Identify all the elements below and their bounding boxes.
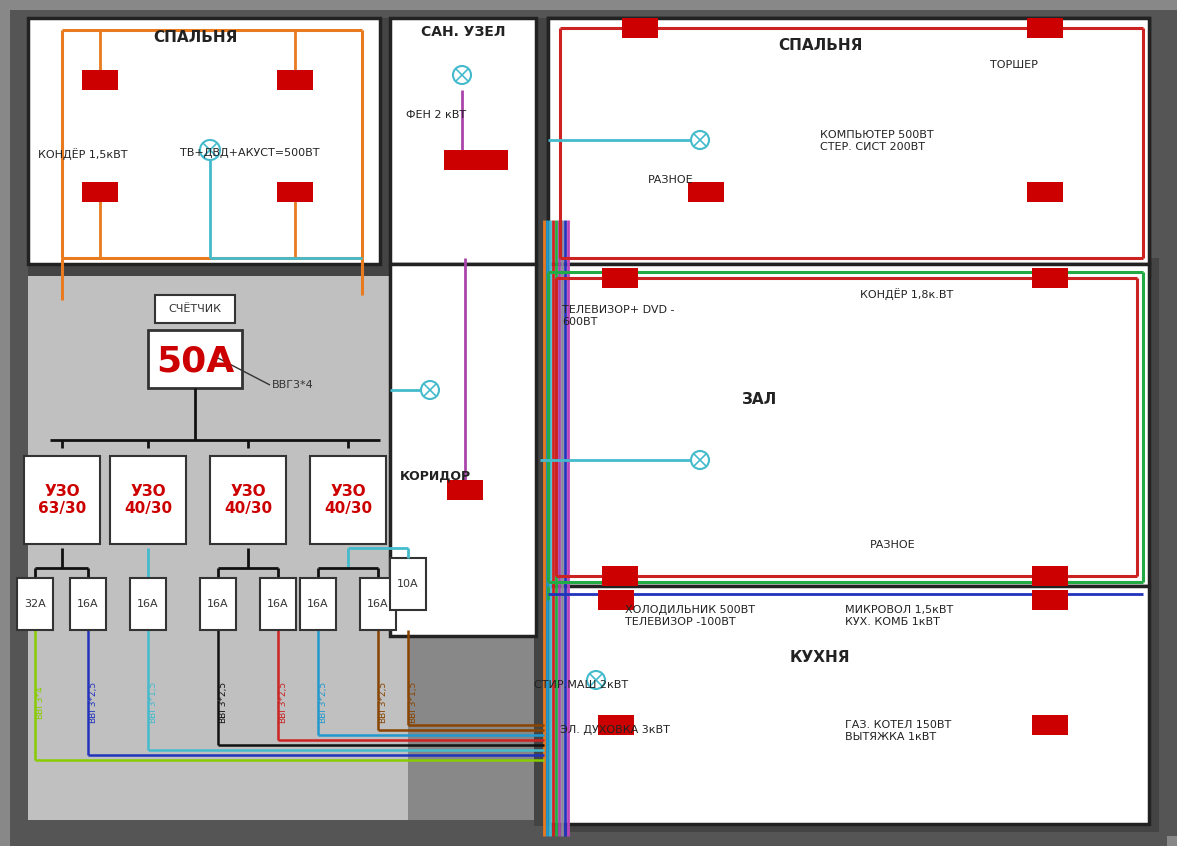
- Text: ХОЛОДИЛЬНИК 500ВТ
ТЕЛЕВИЗОР -100ВТ: ХОЛОДИЛЬНИК 500ВТ ТЕЛЕВИЗОР -100ВТ: [625, 605, 754, 627]
- Bar: [360, 578, 395, 630]
- Bar: [689, 182, 724, 202]
- Text: ГАЗ. КОТЕЛ 150ВТ
ВЫТЯЖКА 1кВТ: ГАЗ. КОТЕЛ 150ВТ ВЫТЯЖКА 1кВТ: [845, 720, 951, 742]
- Text: 16А: 16А: [307, 599, 328, 609]
- Bar: [9, 10, 1168, 18]
- Bar: [277, 70, 313, 90]
- Bar: [277, 182, 313, 202]
- Bar: [548, 18, 1149, 264]
- Text: ТОРШЕР: ТОРШЕР: [990, 60, 1038, 70]
- Text: УЗО
40/30: УЗО 40/30: [324, 484, 372, 516]
- Bar: [148, 330, 242, 388]
- Text: МИКРОВОЛ 1,5кВТ
КУХ. КОМБ 1кВТ: МИКРОВОЛ 1,5кВТ КУХ. КОМБ 1кВТ: [845, 605, 953, 627]
- Bar: [1149, 10, 1177, 836]
- Text: 16А: 16А: [78, 599, 99, 609]
- Text: КОНДЁР 1,8к.ВТ: КОНДЁР 1,8к.ВТ: [860, 288, 953, 300]
- Bar: [129, 578, 166, 630]
- Bar: [548, 586, 1149, 824]
- Bar: [1032, 590, 1068, 610]
- Bar: [200, 578, 237, 630]
- Text: ВВГ3*4: ВВГ3*4: [35, 685, 44, 719]
- Bar: [378, 18, 548, 32]
- Bar: [548, 582, 1149, 596]
- Bar: [82, 182, 118, 202]
- Bar: [155, 295, 235, 323]
- Bar: [534, 18, 548, 276]
- Bar: [548, 818, 1149, 832]
- Bar: [1032, 268, 1068, 288]
- Bar: [28, 270, 408, 826]
- Bar: [1032, 566, 1068, 586]
- Text: СПАЛЬНЯ: СПАЛЬНЯ: [778, 38, 863, 53]
- Bar: [109, 456, 186, 544]
- Bar: [390, 558, 426, 610]
- Text: ВВГ3*2,5: ВВГ3*2,5: [318, 681, 327, 723]
- Bar: [447, 480, 483, 500]
- Bar: [472, 150, 508, 170]
- Text: КОРИДОР: КОРИДОР: [400, 470, 471, 483]
- Text: 16А: 16А: [207, 599, 228, 609]
- Text: 32А: 32А: [24, 599, 46, 609]
- Text: УЗО
63/30: УЗО 63/30: [38, 484, 86, 516]
- Bar: [378, 258, 548, 272]
- Bar: [300, 578, 335, 630]
- Text: КОНДЁР 1,5кВТ: КОНДЁР 1,5кВТ: [38, 148, 127, 160]
- Text: 10А: 10А: [397, 579, 419, 589]
- Bar: [548, 264, 1149, 586]
- Text: ВВГ3*2,5: ВВГ3*2,5: [88, 681, 97, 723]
- Bar: [390, 264, 536, 636]
- Text: УЗО
40/30: УЗО 40/30: [224, 484, 272, 516]
- Bar: [548, 18, 1149, 276]
- Text: СЧЁТЧИК: СЧЁТЧИК: [168, 304, 221, 314]
- Bar: [390, 18, 536, 264]
- Text: ТЕЛЕВИЗОР+ DVD -
600ВТ: ТЕЛЕВИЗОР+ DVD - 600ВТ: [561, 305, 674, 327]
- Text: 16А: 16А: [367, 599, 388, 609]
- Bar: [82, 70, 118, 90]
- Bar: [444, 150, 480, 170]
- Bar: [598, 715, 634, 735]
- Bar: [621, 18, 658, 38]
- Text: ВВГ3*2,5: ВВГ3*2,5: [278, 681, 287, 723]
- Bar: [534, 258, 554, 826]
- Text: ТВ+ДВД+АКУСТ=500ВТ: ТВ+ДВД+АКУСТ=500ВТ: [180, 148, 319, 158]
- Text: ВВГ3*1,5: ВВГ3*1,5: [408, 681, 417, 723]
- Text: 50А: 50А: [155, 345, 234, 379]
- Bar: [601, 268, 638, 288]
- Text: 16А: 16А: [267, 599, 288, 609]
- Bar: [9, 820, 1168, 846]
- Bar: [16, 578, 53, 630]
- Text: РАЗНОЕ: РАЗНОЕ: [870, 540, 916, 550]
- Bar: [601, 566, 638, 586]
- Bar: [1028, 18, 1063, 38]
- Bar: [28, 258, 1149, 276]
- Text: ВВГ3*1,5: ВВГ3*1,5: [148, 681, 157, 723]
- Bar: [310, 456, 386, 544]
- Text: РАЗНОЕ: РАЗНОЕ: [649, 175, 693, 185]
- Text: ВВГ3*4: ВВГ3*4: [272, 380, 314, 390]
- Text: САН. УЗЕЛ: САН. УЗЕЛ: [420, 25, 505, 39]
- Text: СТИР.МАШ 2кВТ: СТИР.МАШ 2кВТ: [534, 680, 629, 690]
- Bar: [1032, 715, 1068, 735]
- Text: УЗО
40/30: УЗО 40/30: [124, 484, 172, 516]
- Text: КУХНЯ: КУХНЯ: [790, 650, 850, 665]
- Bar: [260, 578, 295, 630]
- Bar: [1145, 258, 1159, 832]
- Text: КОМПЬЮТЕР 500ВТ
СТЕР. СИСТ 200ВТ: КОМПЬЮТЕР 500ВТ СТЕР. СИСТ 200ВТ: [820, 130, 933, 151]
- Bar: [598, 590, 634, 610]
- Bar: [9, 10, 28, 836]
- Text: ВВГ3*2,5: ВВГ3*2,5: [378, 681, 387, 723]
- Text: ЗАЛ: ЗАЛ: [743, 393, 778, 408]
- Text: 16А: 16А: [138, 599, 159, 609]
- Bar: [28, 18, 380, 264]
- Text: ЭЛ. ДУХОВКА 3кВТ: ЭЛ. ДУХОВКА 3кВТ: [560, 725, 670, 735]
- Bar: [69, 578, 106, 630]
- Text: ВВГ3*2,5: ВВГ3*2,5: [218, 681, 227, 723]
- Bar: [277, 182, 313, 202]
- Bar: [378, 18, 406, 270]
- Text: ФЕН 2 кВТ: ФЕН 2 кВТ: [406, 110, 466, 120]
- Bar: [1028, 182, 1063, 202]
- Text: СПАЛЬНЯ: СПАЛЬНЯ: [153, 30, 238, 45]
- Bar: [24, 456, 100, 544]
- Bar: [210, 456, 286, 544]
- Bar: [378, 18, 392, 276]
